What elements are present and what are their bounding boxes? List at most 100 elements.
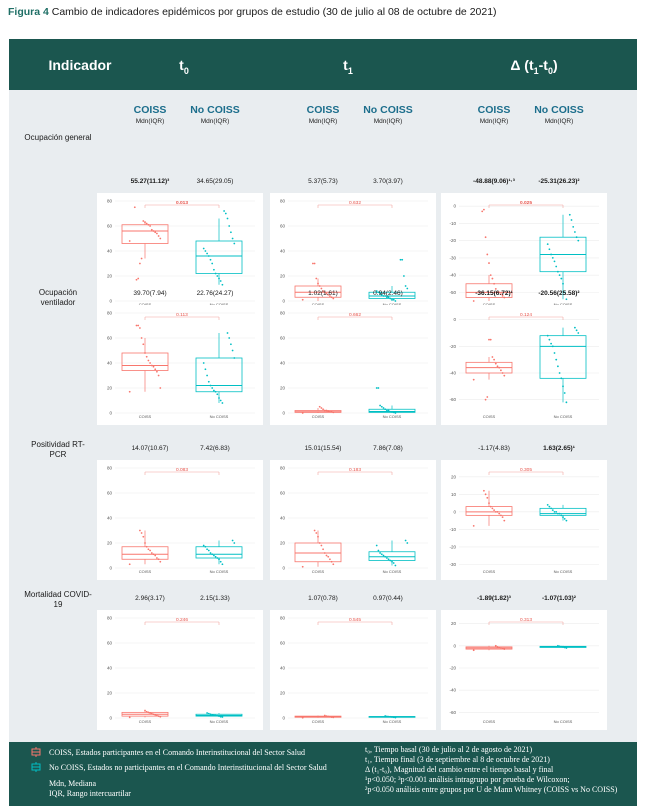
data-point (211, 387, 214, 389)
t1-nocoiss-value: 3.70(3.97) (373, 178, 403, 185)
data-point (135, 324, 138, 327)
iqr-box (368, 551, 416, 561)
data-point (330, 716, 333, 719)
data-point (498, 366, 501, 369)
y-tick-label: 80 (280, 199, 286, 204)
data-point (560, 514, 563, 517)
data-point (394, 300, 397, 302)
y-tick-label: 60 (107, 641, 113, 646)
data-point (156, 232, 158, 235)
figure-label: Figura 4 (8, 6, 49, 18)
group-name: COISS (133, 104, 167, 116)
data-point (577, 332, 580, 334)
data-point (204, 250, 207, 252)
boxplot-svg: 0 20 40 60 80 COISS No COISS 0.545 (280, 616, 428, 724)
data-point (389, 715, 392, 718)
x-tick-label: COISS (139, 302, 152, 307)
data-point (213, 554, 215, 557)
boxplot-svg: 0 -20 -40 -60 COISS No COISS 0.124 (449, 312, 599, 419)
data-point (206, 374, 208, 377)
iqr-box (465, 283, 513, 298)
figure-frame: Indicador t0 t1 Δ (t1-t0) COISS Mdn(IQR) N… (9, 39, 637, 806)
data-point (491, 507, 494, 510)
data-point (147, 711, 150, 714)
data-point (301, 716, 304, 719)
data-point (483, 208, 485, 211)
delta-coiss-value: -1.89(1.82)³ (477, 595, 511, 602)
data-point (375, 290, 378, 292)
data-point (325, 554, 328, 557)
y-tick-label: 40 (280, 361, 286, 366)
data-point (128, 240, 131, 242)
data-point (150, 552, 153, 554)
data-point (557, 270, 559, 273)
data-point (387, 296, 390, 299)
data-point (223, 210, 225, 212)
data-point (496, 510, 499, 513)
data-point (159, 560, 162, 563)
x-tick-label: COISS (483, 569, 496, 574)
data-point (221, 283, 224, 286)
data-point (330, 410, 333, 413)
iqr-box (294, 285, 342, 298)
data-point (301, 298, 304, 301)
header-delta: Δ (t1-t0) (479, 57, 589, 76)
data-point (391, 410, 393, 413)
data-point (558, 645, 561, 648)
group-stat-label: Mdn(IQR) (373, 118, 403, 125)
y-tick-label: 0 (109, 716, 112, 721)
data-point (221, 716, 224, 718)
table-header: Indicador t0 t1 Δ (t1-t0) (9, 39, 637, 90)
data-point (489, 505, 492, 508)
boxplot-svg: 0 20 40 60 80 COISS No COISS 0.183 (280, 466, 428, 574)
t1-boxplot-panel: 0 20 40 60 80 COISS No COISS 0.183 (270, 460, 436, 580)
data-point (500, 514, 502, 517)
data-point (157, 235, 160, 237)
data-point (213, 268, 215, 271)
data-point (139, 327, 141, 329)
data-point (315, 532, 318, 534)
data-point (498, 512, 501, 515)
t0-nocoiss-value: 2.15(1.33) (200, 595, 230, 602)
data-point (498, 291, 501, 294)
data-point (394, 412, 397, 414)
data-point (154, 231, 157, 234)
group-stat-label: Mdn(IQR) (308, 118, 338, 125)
data-point (320, 287, 323, 290)
data-point (391, 560, 393, 563)
y-tick-label: 60 (107, 224, 113, 229)
data-point (332, 563, 335, 566)
data-point (202, 362, 205, 364)
data-point (379, 292, 381, 295)
data-point (379, 404, 381, 407)
data-point (503, 519, 506, 522)
y-tick-label: -20 (449, 238, 456, 243)
data-point (301, 565, 304, 568)
data-point (489, 274, 492, 277)
data-point (329, 558, 331, 561)
iqr-box (121, 224, 169, 244)
data-point (224, 212, 227, 215)
data-point (301, 412, 304, 414)
data-point (218, 397, 220, 399)
y-tick-label: -40 (449, 371, 456, 376)
data-point (219, 280, 222, 282)
y-tick-label: 20 (280, 274, 286, 279)
data-point (550, 253, 552, 256)
y-tick-label: 0 (453, 643, 456, 648)
data-point (323, 714, 326, 717)
boxplot-svg: 20 10 0 -10 -20 -30 COISS No COISS 0.305 (449, 467, 599, 574)
data-point (156, 370, 158, 373)
data-point (565, 647, 568, 649)
p-value-label: 0.124 (520, 312, 532, 318)
data-point (154, 713, 157, 716)
iqr-box (539, 507, 587, 516)
data-point (550, 342, 552, 345)
y-tick-label: -20 (449, 666, 456, 671)
t1-boxplot-panel: 0 20 40 60 80 COISS No COISS 0.545 (270, 610, 436, 730)
data-point (375, 387, 378, 389)
y-tick-label: -40 (449, 273, 456, 278)
delta-nocoiss-value: -1.07(1.03)² (542, 595, 576, 602)
data-point (128, 390, 131, 393)
data-point (557, 644, 559, 647)
